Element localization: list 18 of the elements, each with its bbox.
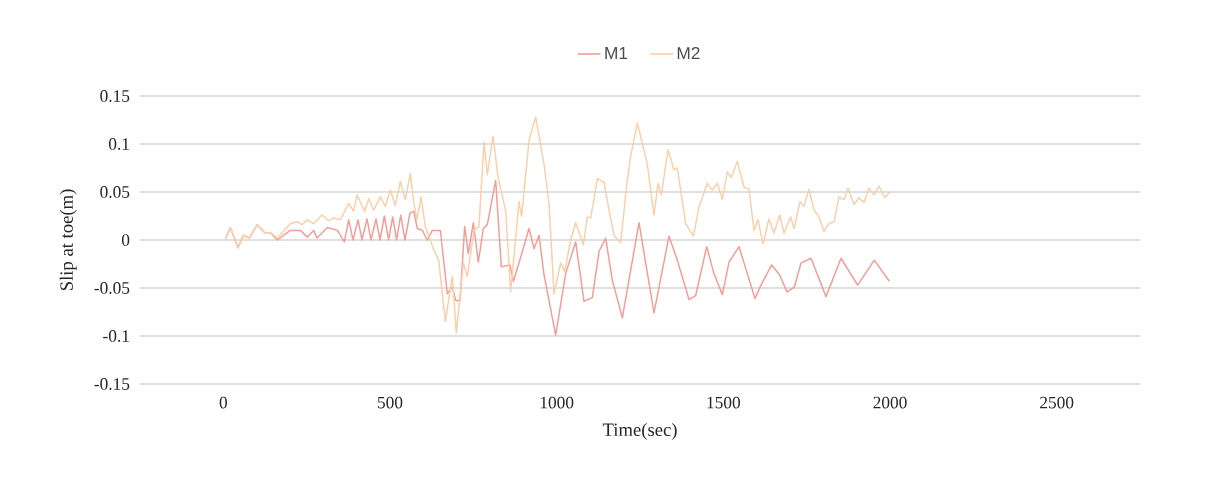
- legend-label: M2: [677, 46, 700, 60]
- y-tick-label: 0.15: [100, 90, 130, 102]
- y-tick-label: -0.15: [94, 378, 130, 390]
- x-tick-label: 1000: [540, 396, 574, 409]
- x-tick-label: 0: [219, 396, 228, 409]
- x-tick-label: 500: [378, 396, 403, 409]
- line-series: [224, 116, 891, 334]
- x-tick-label: 1500: [707, 396, 741, 409]
- x-tick-label: 2500: [1040, 396, 1074, 409]
- y-axis-title: Slip at toe(m): [59, 189, 77, 291]
- y-tick-label: -0.1: [103, 330, 129, 342]
- legend-label: M1: [605, 47, 628, 59]
- y-tick-label: 0.1: [108, 138, 129, 150]
- y-tick-label: 0.05: [100, 186, 130, 198]
- y-tick-label: -0.05: [94, 282, 130, 294]
- y-tick-label: 0: [121, 234, 130, 246]
- x-tick-label: 2000: [873, 396, 907, 409]
- x-axis-title: Time(sec): [602, 422, 677, 440]
